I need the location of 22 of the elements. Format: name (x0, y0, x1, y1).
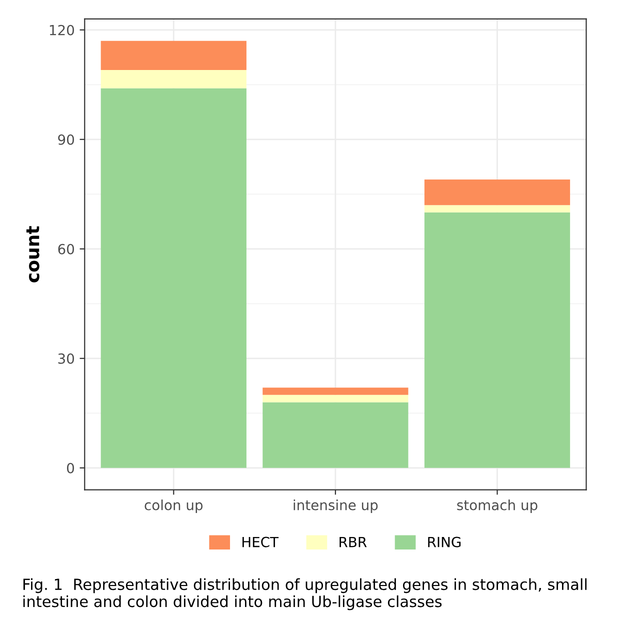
bar (100, 40, 246, 70)
y-axis-title: count (26, 226, 40, 282)
y-tick-label: 120 (50, 24, 74, 36)
bar (424, 212, 570, 468)
bar (262, 402, 408, 468)
bar (424, 205, 570, 212)
legend-label: HECT (242, 536, 279, 548)
x-tick-label: colon up (144, 500, 203, 513)
x-tick-label: stomach up (457, 500, 538, 513)
y-tick-label: 0 (67, 462, 74, 474)
caption: Fig. 1 Representative distribution of upregulated genes in stomach, small intestine and colon divided into main Ub-ligase classes (23, 578, 587, 610)
legend-label: RING (428, 536, 461, 548)
bar (424, 180, 570, 206)
y-tick-label: 90 (58, 134, 74, 145)
bar (100, 88, 246, 468)
bar (262, 394, 408, 402)
y-tick-label: 60 (58, 244, 74, 254)
bar (262, 388, 408, 395)
x-tick-label: intensine up (294, 500, 378, 513)
bar (100, 70, 246, 88)
legend-label: RBR (340, 536, 367, 548)
y-tick-label: 30 (58, 353, 74, 364)
